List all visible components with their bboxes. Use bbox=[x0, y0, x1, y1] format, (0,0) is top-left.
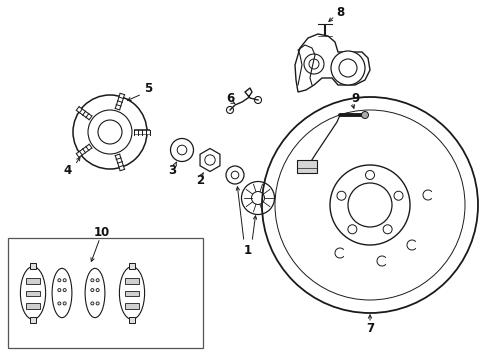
Circle shape bbox=[96, 279, 99, 282]
Text: 2: 2 bbox=[196, 174, 204, 186]
Circle shape bbox=[304, 54, 324, 74]
Circle shape bbox=[58, 302, 61, 305]
Circle shape bbox=[96, 289, 99, 292]
Circle shape bbox=[63, 279, 66, 282]
Circle shape bbox=[91, 279, 94, 282]
Circle shape bbox=[58, 279, 61, 282]
Circle shape bbox=[58, 289, 61, 292]
Ellipse shape bbox=[52, 268, 72, 318]
Bar bbox=[125, 303, 139, 309]
Circle shape bbox=[91, 289, 94, 292]
Text: 7: 7 bbox=[366, 321, 374, 334]
Text: 9: 9 bbox=[351, 91, 359, 104]
Text: 3: 3 bbox=[168, 163, 176, 176]
Circle shape bbox=[331, 51, 365, 85]
Text: 5: 5 bbox=[144, 81, 152, 94]
Ellipse shape bbox=[120, 267, 145, 319]
Text: 4: 4 bbox=[64, 163, 72, 176]
Circle shape bbox=[91, 302, 94, 305]
Ellipse shape bbox=[21, 267, 46, 319]
Bar bbox=[125, 278, 139, 284]
Bar bbox=[26, 303, 40, 309]
Bar bbox=[8, 238, 203, 348]
Text: 10: 10 bbox=[94, 225, 110, 239]
Bar bbox=[125, 291, 139, 296]
Circle shape bbox=[96, 302, 99, 305]
Bar bbox=[29, 316, 36, 323]
Text: 1: 1 bbox=[244, 243, 252, 256]
Bar bbox=[26, 278, 40, 284]
Text: 6: 6 bbox=[226, 91, 234, 104]
Bar bbox=[129, 263, 135, 269]
Circle shape bbox=[362, 112, 368, 118]
Bar bbox=[26, 291, 40, 296]
Circle shape bbox=[63, 289, 66, 292]
Polygon shape bbox=[295, 34, 370, 92]
Polygon shape bbox=[200, 148, 220, 171]
Bar bbox=[129, 316, 135, 323]
Bar bbox=[297, 160, 317, 173]
Ellipse shape bbox=[85, 268, 105, 318]
Bar bbox=[29, 263, 36, 269]
Text: 8: 8 bbox=[336, 5, 344, 18]
Circle shape bbox=[63, 302, 66, 305]
